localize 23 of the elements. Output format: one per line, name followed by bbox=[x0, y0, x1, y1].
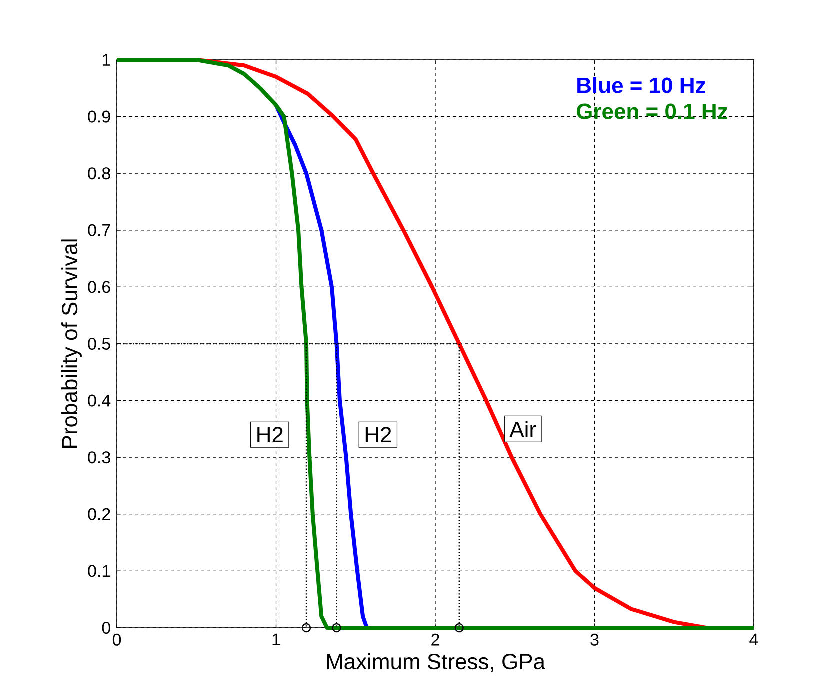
text: Blue = 10 Hz bbox=[578, 77, 706, 94]
y-tick-label: 0.3 bbox=[88, 452, 110, 464]
y-tick-label: 0.4 bbox=[88, 394, 111, 407]
x-axis-title: Maximum Stress, GPa bbox=[327, 653, 546, 672]
x-tick-label: 3 bbox=[590, 634, 599, 646]
text: Green = 0.1 Hz bbox=[577, 104, 728, 120]
y-tick-label: 0 bbox=[102, 622, 110, 634]
y-tick-label: 0.1 bbox=[88, 565, 110, 578]
y-tick-label: 0.6 bbox=[88, 281, 110, 294]
y-axis-title: Probability of Survival bbox=[61, 240, 82, 448]
y-tick-label: 1 bbox=[102, 54, 110, 66]
y-tick-label: 0.8 bbox=[88, 168, 110, 180]
y-tick-label: 0.2 bbox=[88, 508, 110, 520]
y-tick-label: 0.5 bbox=[88, 338, 110, 350]
y-tick-label: 0.7 bbox=[88, 224, 110, 236]
annotation: Air bbox=[510, 421, 536, 438]
x-tick-label: 2 bbox=[432, 634, 440, 646]
x-tick-label: 1 bbox=[272, 634, 280, 646]
annotation: H2 bbox=[258, 427, 283, 443]
x-tick-label: 0 bbox=[112, 634, 122, 646]
y-tick-label: 0.9 bbox=[88, 110, 110, 123]
x-tick-label: 4 bbox=[750, 634, 758, 646]
annotation: H2 bbox=[366, 427, 392, 443]
